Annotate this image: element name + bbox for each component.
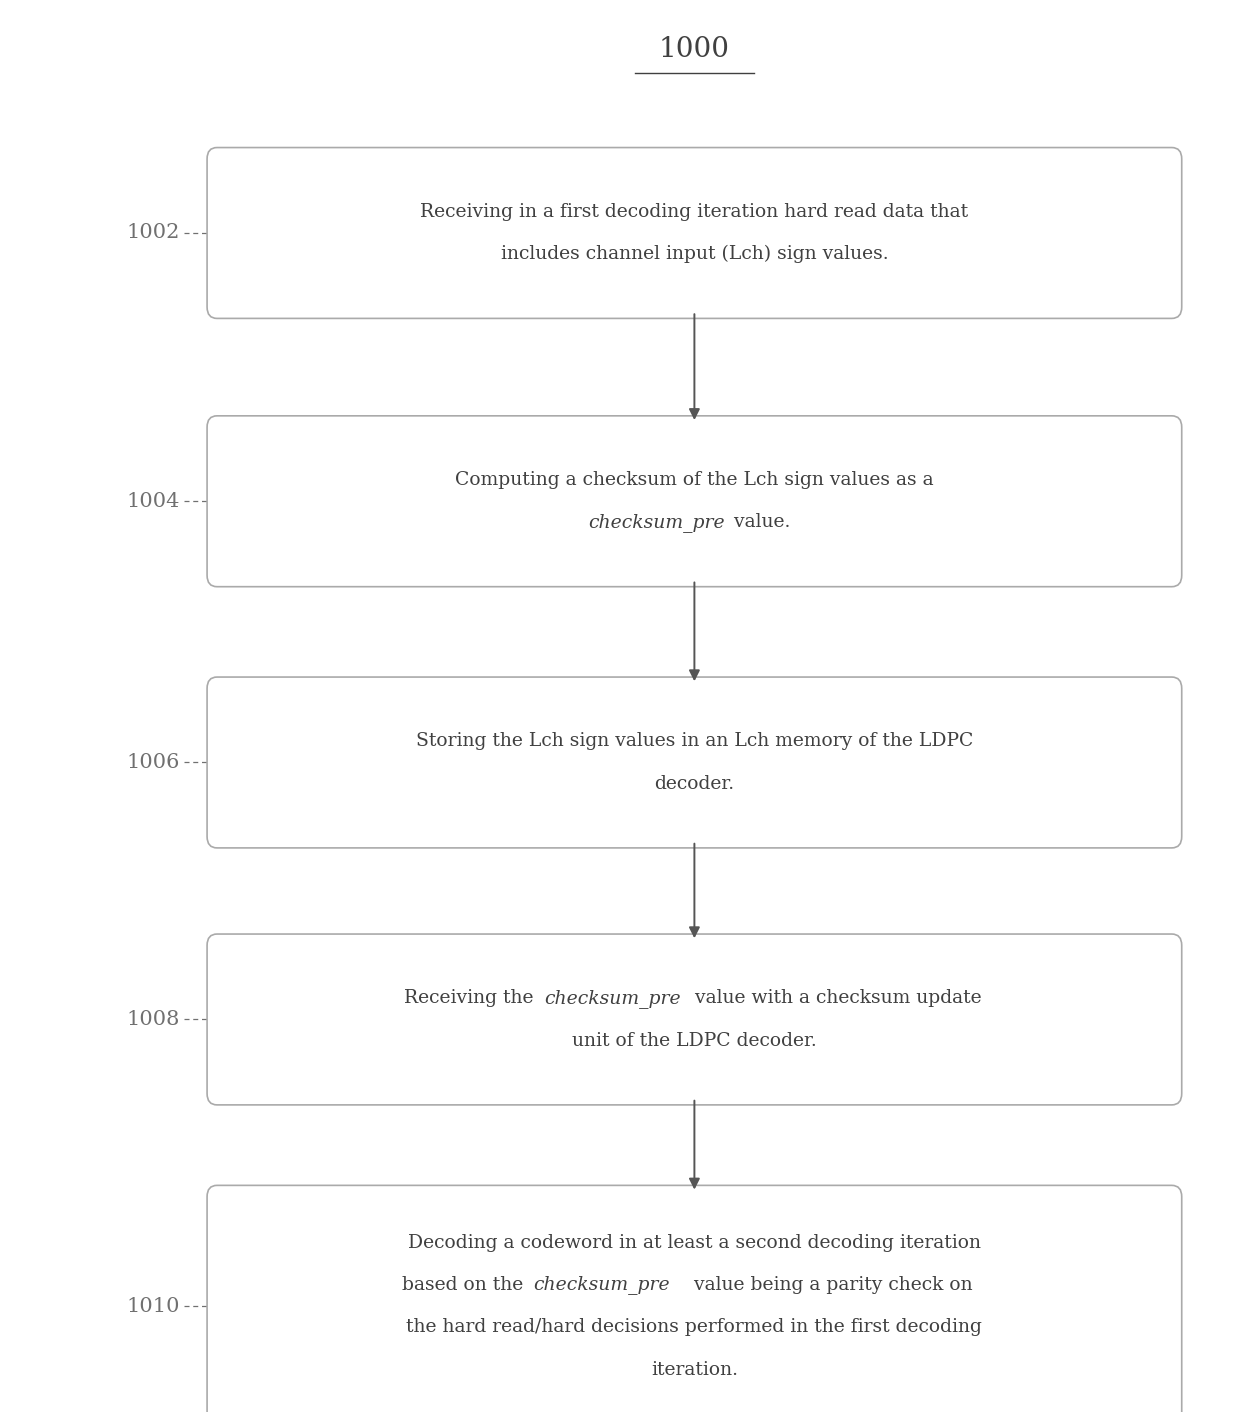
Text: 1002: 1002 bbox=[126, 223, 180, 243]
Text: based on the: based on the bbox=[403, 1276, 529, 1293]
Text: checksum_pre: checksum_pre bbox=[533, 1275, 671, 1295]
Text: 1010: 1010 bbox=[126, 1296, 180, 1316]
Text: value being a parity check on: value being a parity check on bbox=[688, 1276, 972, 1293]
FancyBboxPatch shape bbox=[207, 148, 1182, 318]
Text: Receiving in a first decoding iteration hard read data that: Receiving in a first decoding iteration … bbox=[420, 203, 968, 220]
Text: includes channel input (Lch) sign values.: includes channel input (Lch) sign values… bbox=[501, 246, 888, 263]
Text: 1000: 1000 bbox=[658, 35, 730, 64]
FancyBboxPatch shape bbox=[207, 1186, 1182, 1412]
Text: value.: value. bbox=[728, 514, 791, 531]
Text: 1004: 1004 bbox=[126, 491, 180, 511]
Text: iteration.: iteration. bbox=[651, 1361, 738, 1378]
Text: unit of the LDPC decoder.: unit of the LDPC decoder. bbox=[572, 1032, 817, 1049]
Text: checksum_pre: checksum_pre bbox=[588, 513, 724, 532]
Text: the hard read/hard decisions performed in the first decoding: the hard read/hard decisions performed i… bbox=[407, 1319, 982, 1336]
Text: checksum_pre: checksum_pre bbox=[544, 988, 681, 1008]
Text: decoder.: decoder. bbox=[655, 775, 734, 792]
Text: 1008: 1008 bbox=[126, 1010, 180, 1029]
Text: Decoding a codeword in at least a second decoding iteration: Decoding a codeword in at least a second… bbox=[408, 1234, 981, 1251]
Text: Storing the Lch sign values in an Lch memory of the LDPC: Storing the Lch sign values in an Lch me… bbox=[415, 733, 973, 750]
Text: Computing a checksum of the Lch sign values as a: Computing a checksum of the Lch sign val… bbox=[455, 472, 934, 489]
FancyBboxPatch shape bbox=[207, 678, 1182, 847]
Text: Receiving the: Receiving the bbox=[404, 990, 539, 1007]
Text: 1006: 1006 bbox=[126, 753, 180, 772]
FancyBboxPatch shape bbox=[207, 415, 1182, 586]
Text: value with a checksum update: value with a checksum update bbox=[689, 990, 982, 1007]
FancyBboxPatch shape bbox=[207, 935, 1182, 1104]
